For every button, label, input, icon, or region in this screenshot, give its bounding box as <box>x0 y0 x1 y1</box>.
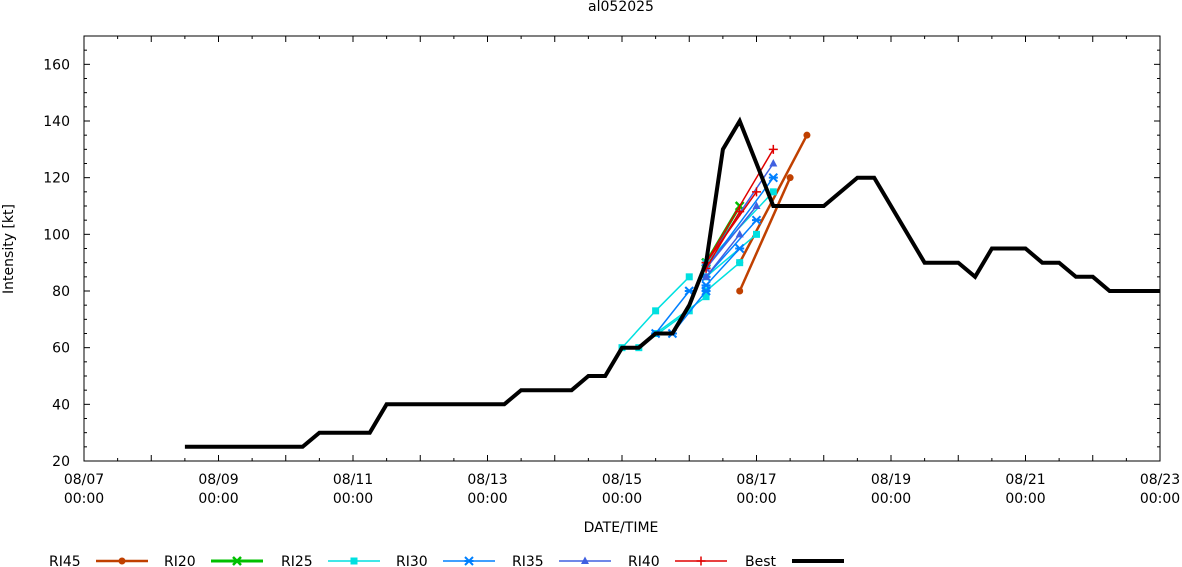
legend-label: RI45 <box>49 554 81 567</box>
x-axis: 08/07 00:00 08/09 00:00 08/11 00:00 08/13 00:00… <box>64 36 1180 507</box>
series-line-ri40 <box>705 148 774 264</box>
x-tick-label-date: 08/09 <box>198 472 238 488</box>
legend-marker <box>581 556 589 564</box>
legend-label: RI25 <box>281 554 313 567</box>
data-point-ri25 <box>652 307 660 315</box>
y-tick-label: 140 <box>43 114 70 130</box>
x-tick-label-date: 08/21 <box>1005 472 1045 488</box>
legend-marker <box>118 557 126 565</box>
data-point-ri45 <box>736 287 744 295</box>
data-point-ri45 <box>786 174 794 182</box>
data-point-ri25 <box>736 259 744 267</box>
legend-label: RI40 <box>628 554 660 567</box>
x-tick-label-date: 08/23 <box>1140 472 1180 488</box>
data-point-ri35 <box>735 229 744 238</box>
data-point-ri35 <box>752 201 761 209</box>
y-axis-label: Intensity [kt] <box>1 204 17 294</box>
series-best <box>184 116 1160 449</box>
x-tick-label-time: 00:00 <box>1140 491 1180 507</box>
y-tick-label: 80 <box>52 284 70 300</box>
legend-label: Best <box>745 554 777 567</box>
legend-label: RI30 <box>396 554 428 567</box>
legend: RI45 RI20 RI25 RI30 RI35 RI40 Best <box>49 554 844 567</box>
legend-label: RI20 <box>164 554 196 567</box>
series-line-best <box>184 116 1160 449</box>
y-tick-label: 60 <box>52 341 70 357</box>
legend-marker <box>464 556 474 566</box>
data-point-ri45 <box>803 131 811 139</box>
series-layer <box>184 116 1160 449</box>
data-point-ri30 <box>734 243 745 254</box>
x-tick-label-time: 00:00 <box>1005 491 1045 507</box>
x-tick-label-time: 00:00 <box>871 491 911 507</box>
x-tick-label-time: 00:00 <box>64 491 104 507</box>
y-tick-label: 20 <box>52 454 70 470</box>
data-point-ri25 <box>702 293 710 301</box>
x-tick-label-date: 08/13 <box>467 472 507 488</box>
data-point-ri30 <box>701 280 711 291</box>
series-ri40 <box>701 144 778 273</box>
x-tick-label-date: 08/19 <box>871 472 911 488</box>
data-point-ri35 <box>702 272 711 280</box>
series-line-ri35 <box>705 233 741 278</box>
x-tick-label-date: 08/15 <box>602 472 642 488</box>
data-point-ri40 <box>752 187 761 197</box>
data-point-ri35 <box>769 159 778 167</box>
series-line-ri25 <box>705 233 757 278</box>
y-axis: 20 40 60 80 100 120 140 160 <box>43 35 1160 470</box>
data-point-ri25 <box>685 273 693 281</box>
x-tick-label-time: 00:00 <box>736 491 776 507</box>
series-line-ri25 <box>655 296 707 335</box>
series-line-ri25 <box>705 262 741 292</box>
x-tick-label-date: 08/07 <box>64 472 104 488</box>
legend-marker <box>350 557 358 565</box>
series-line-ri45 <box>738 177 792 292</box>
series-line-ri30 <box>705 247 741 286</box>
y-tick-label: 40 <box>52 397 70 413</box>
x-tick-label-time: 00:00 <box>467 491 507 507</box>
data-point-ri40 <box>768 144 778 154</box>
legend-label: RI35 <box>512 554 544 567</box>
series-line-ri30 <box>705 177 774 269</box>
series-line-ri35 <box>705 205 758 269</box>
x-tick-label-time: 00:00 <box>198 491 238 507</box>
y-tick-label: 160 <box>43 57 70 73</box>
data-point-ri30 <box>751 215 762 225</box>
x-tick-label-time: 00:00 <box>333 491 373 507</box>
data-point-ri25 <box>753 230 760 238</box>
x-tick-label-time: 00:00 <box>602 491 642 507</box>
y-tick-label: 120 <box>43 171 70 187</box>
series-line-ri45 <box>738 134 809 264</box>
x-tick-label-date: 08/11 <box>333 472 373 488</box>
x-tick-label-date: 08/17 <box>736 472 776 488</box>
chart-title: al052025 <box>588 0 654 15</box>
series-ri25 <box>618 188 777 352</box>
y-tick-label: 100 <box>43 227 70 243</box>
legend-marker <box>232 556 242 566</box>
data-point-ri30 <box>768 172 779 183</box>
data-point-ri25 <box>769 188 777 196</box>
series-line-ri30 <box>655 290 690 334</box>
legend-marker <box>696 556 706 566</box>
x-axis-label: DATE/TIME <box>584 520 659 536</box>
data-point-ri25 <box>685 307 693 315</box>
series-line-ri40 <box>705 191 758 264</box>
